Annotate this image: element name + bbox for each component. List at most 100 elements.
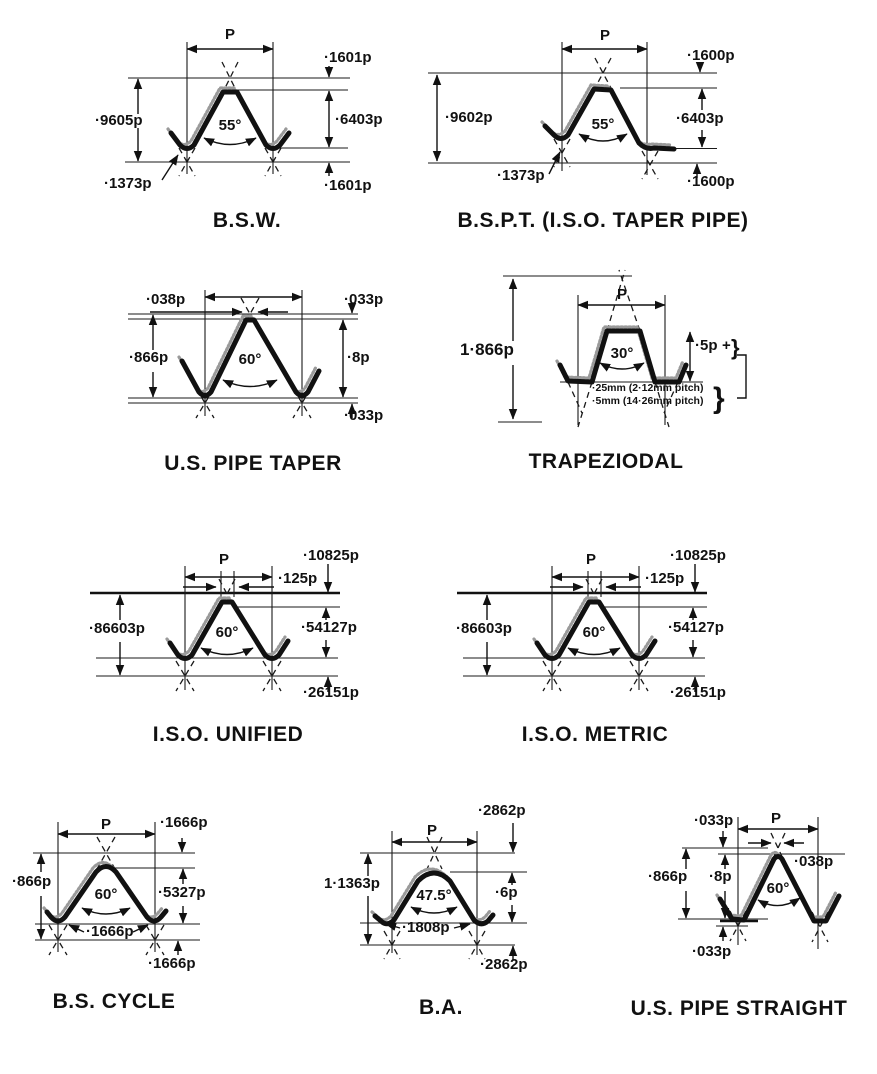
- iso-unified-dimension-lines: [115, 564, 333, 692]
- ba-right-label: ·6p: [495, 884, 518, 901]
- us-pipe-taper-labels: ·038p ·033p ·866p 60° ·8p ·033p U.S. PIP…: [129, 291, 383, 475]
- bsw-left-label: ·9605p: [95, 112, 143, 129]
- iso-metric-angle-label: 60°: [583, 624, 606, 641]
- us-pipe-taper-top-left-label: ·038p: [146, 291, 185, 308]
- trapezoidal-right-label: ·5p: [695, 337, 718, 354]
- bs-cycle-construction-dashes: [48, 836, 165, 956]
- trapezoidal-small-brace: }: [731, 335, 740, 360]
- bs-cycle-angle-label: 60°: [95, 886, 118, 903]
- iso-metric-pitch-label: P: [586, 551, 596, 568]
- iso-metric-construction-dashes: [542, 578, 649, 692]
- bs-cycle-top-right-label: ·1666p: [160, 814, 208, 831]
- trapezoidal-plus-sign: +: [722, 337, 731, 354]
- ba-figure: ·2862p P 1·1363p 47.5° ·6p ·1808p ·2862p…: [320, 795, 565, 1030]
- trapezoidal-bracket: [737, 354, 747, 399]
- ba-labels: ·2862p P 1·1363p 47.5° ·6p ·1808p ·2862p…: [324, 802, 528, 1019]
- us-pipe-straight-depth-label: ·8p: [709, 868, 732, 885]
- trapezoidal-dimension-lines: [508, 278, 695, 420]
- bspt-title: B.S.P.T. (I.S.O. TAPER PIPE): [458, 209, 749, 232]
- us-pipe-straight-thread-profile: [715, 850, 842, 924]
- bspt-reference-lines: [428, 42, 717, 175]
- us-pipe-taper-dimension-lines: [148, 292, 357, 418]
- us-pipe-taper-top-right-label: ·033p: [344, 291, 383, 308]
- bsw-dimension-lines: [133, 44, 334, 181]
- trapezoidal-thread-profile: [555, 325, 689, 385]
- bsw-reference-lines: [125, 42, 350, 174]
- bspt-thread-profile: [540, 83, 677, 152]
- iso-metric-figure: P ·10825p ·125p ·86603p 60° ·54127p ·261…: [455, 540, 740, 747]
- trapezoidal-note-2: ·5mm (14·26mm pitch): [592, 395, 703, 407]
- trapezoidal-pitch-label: P: [617, 286, 627, 303]
- iso-metric-crest-label: ·125p: [645, 570, 684, 587]
- bsw-top-right-label: ·1601p: [324, 49, 372, 66]
- bspt-right-label: ·6403p: [676, 110, 724, 127]
- bs-cycle-dimension-lines: [36, 829, 188, 955]
- bsw-bottom-right-label: ·1601p: [324, 177, 372, 194]
- iso-unified-thread-profile: [165, 596, 291, 661]
- us-pipe-taper-right-label: ·8p: [347, 349, 370, 366]
- bs-cycle-right-label: ·5327p: [158, 884, 206, 901]
- iso-metric-bottom-right-label: ·26151p: [670, 684, 726, 701]
- bs-cycle-figure: P ·1666p ·866p 60° ·5327p ·1666p ·1666p …: [10, 798, 240, 1024]
- bsw-construction-dashes: [178, 61, 282, 177]
- iso-metric-right-label: ·54127p: [668, 619, 724, 636]
- bsw-drawing: P ·1601p ·9605p ·6403p 55° ·1373p ·1601p…: [95, 26, 383, 232]
- us-pipe-straight-dimension-lines: [681, 824, 819, 941]
- bspt-bottom-right-label: ·1600p: [687, 173, 735, 190]
- us-pipe-taper-bottom-right-label: ·033p: [344, 407, 383, 424]
- iso-unified-title: I.S.O. UNIFIED: [153, 723, 304, 746]
- bs-cycle-title: B.S. CYCLE: [53, 990, 176, 1013]
- us-pipe-straight-left-label: ·866p: [648, 868, 687, 885]
- ba-angle-label: 47.5°: [416, 887, 451, 904]
- trapezoidal-left-label: 1·866p: [460, 340, 514, 359]
- us-pipe-straight-labels: ·033p P ·038p ·866p ·8p 60° ·033p U.S. P…: [631, 810, 848, 1020]
- iso-unified-bottom-right-label: ·26151p: [303, 684, 359, 701]
- trapezoidal-drawing: 1·866p P 30° ·5p + } } ·25mm (2·12mm pit…: [460, 269, 747, 473]
- bs-cycle-labels: P ·1666p ·866p 60° ·5327p ·1666p ·1666p …: [12, 814, 208, 1013]
- iso-metric-title: I.S.O. METRIC: [522, 723, 669, 746]
- trapezoidal-construction-dashes: [567, 269, 679, 428]
- bspt-left-label: ·9602p: [445, 109, 493, 126]
- bs-cycle-pitch-label: P: [101, 816, 111, 833]
- bsw-angle-label: 55°: [219, 117, 242, 134]
- bsw-title: B.S.W.: [213, 209, 281, 232]
- ba-pitch-label: P: [427, 822, 437, 839]
- bsw-pitch-label: P: [225, 26, 235, 43]
- bs-cycle-drawing: P ·1666p ·866p 60° ·5327p ·1666p ·1666p …: [12, 814, 208, 1013]
- bsw-bottom-left-label: ·1373p: [104, 175, 152, 192]
- iso-metric-left-label: ·86603p: [456, 620, 512, 637]
- bs-cycle-thread-profile: [42, 860, 169, 924]
- trapezoidal-note-1: ·25mm (2·12mm pitch): [592, 382, 703, 394]
- bs-cycle-bottom-right-label: ·1666p: [148, 955, 196, 972]
- trapezoidal-title: TRAPEZIODAL: [529, 450, 684, 473]
- us-pipe-taper-left-label: ·866p: [129, 349, 168, 366]
- bspt-pitch-label: P: [600, 27, 610, 44]
- ba-title: B.A.: [419, 996, 463, 1019]
- us-pipe-straight-top-left-label: ·033p: [694, 812, 733, 829]
- ba-drawing: ·2862p P 1·1363p 47.5° ·6p ·1808p ·2862p…: [324, 802, 528, 1019]
- us-pipe-straight-pitch-label: P: [771, 810, 781, 827]
- us-pipe-straight-figure: ·033p P ·038p ·866p ·8p 60° ·033p U.S. P…: [608, 793, 873, 1031]
- iso-metric-drawing: P ·10825p ·125p ·86603p 60° ·54127p ·261…: [456, 547, 726, 746]
- iso-unified-right-label: ·54127p: [301, 619, 357, 636]
- iso-unified-left-label: ·86603p: [89, 620, 145, 637]
- ba-bottom-right-label: ·2862p: [480, 956, 528, 973]
- us-pipe-straight-title: U.S. PIPE STRAIGHT: [631, 997, 848, 1020]
- bsw-figure: P ·1601p ·9605p ·6403p 55° ·1373p ·1601p…: [92, 22, 392, 237]
- bspt-angle-label: 55°: [592, 116, 615, 133]
- bsw-right-label: ·6403p: [335, 111, 383, 128]
- us-pipe-taper-thread-profile: [177, 314, 322, 398]
- us-pipe-taper-title: U.S. PIPE TAPER: [164, 452, 341, 475]
- ba-top-right-label: ·2862p: [478, 802, 526, 819]
- trapezoidal-labels: 1·866p P 30° ·5p + } } ·25mm (2·12mm pit…: [460, 286, 740, 473]
- bspt-dimension-lines: [432, 44, 707, 178]
- iso-metric-thread-profile: [532, 596, 658, 661]
- iso-unified-figure: P ·10825p ·125p ·86603p 60° ·54127p ·261…: [88, 540, 373, 747]
- bs-cycle-left-label: ·866p: [12, 873, 51, 890]
- iso-metric-labels: P ·10825p ·125p ·86603p 60° ·54127p ·261…: [456, 547, 726, 746]
- bspt-top-right-label: ·1600p: [687, 47, 735, 64]
- trapezoidal-figure: 1·866p P 30° ·5p + } } ·25mm (2·12mm pit…: [450, 255, 760, 483]
- ba-bottom-mid-label: ·1808p: [402, 919, 450, 936]
- trapezoidal-big-brace: }: [713, 382, 725, 415]
